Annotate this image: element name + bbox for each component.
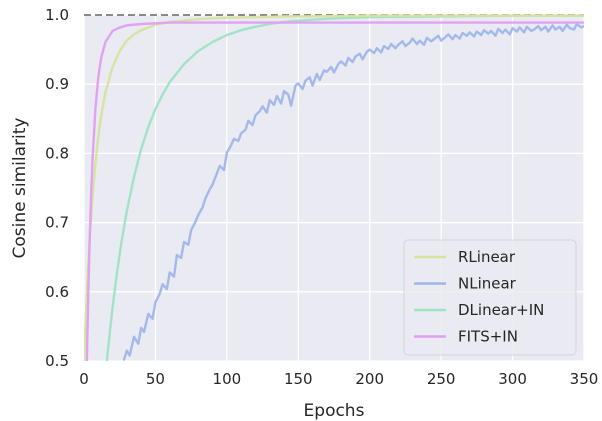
tick-labels: 0 50 100 150 200 250 300 350 0.5 0.6 0.7 0.8 0.9 1.0 [45,6,598,388]
legend-label: RLinear [458,248,516,266]
legend-label: FITS+IN [458,328,518,346]
series-line-fits-in [85,21,584,361]
y-tick-label: 0.5 [45,352,69,370]
y-tick-label: 0.6 [45,283,69,301]
legend-box [403,239,577,356]
x-tick-label: 250 [427,370,456,388]
x-tick-label: 100 [213,370,242,388]
x-tick-label: 300 [498,370,527,388]
x-tick-label: 50 [146,370,165,388]
x-tick-label: 350 [570,370,599,388]
series-line-nlinear [122,22,584,361]
series-line-dlinear-in [105,14,584,361]
y-tick-label: 0.9 [45,75,69,93]
x-tick-label: 150 [284,370,313,388]
series-line-rlinear [84,14,584,361]
y-axis-label: Cosine similarity [10,118,30,259]
series-lines [84,14,584,361]
y-tick-label: 0.7 [45,214,69,232]
legend: RLinear NLinear DLinear+IN FITS+IN [403,239,577,356]
y-tick-label: 0.8 [45,144,69,162]
x-axis-label: Epochs [304,401,365,421]
y-tick-label: 1.0 [45,6,69,24]
legend-label: NLinear [458,275,517,293]
x-tick-label: 0 [79,370,89,388]
x-tick-label: 200 [355,370,384,388]
legend-label: DLinear+IN [458,301,544,319]
